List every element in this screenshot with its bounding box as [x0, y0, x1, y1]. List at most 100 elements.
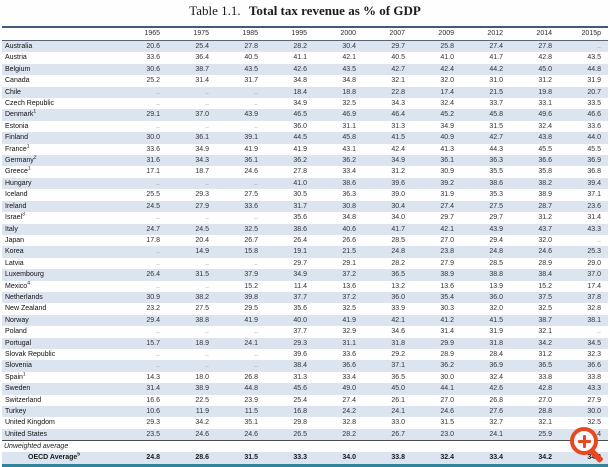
- unweighted-average-row: Unweighted average: [2, 440, 608, 453]
- value-cell: 43.7: [538, 225, 552, 233]
- value-cell: 33.1: [538, 100, 552, 108]
- value-cell: 29.7: [391, 43, 405, 50]
- country-label: Luxembourg: [5, 271, 44, 279]
- value-cell: 43.3: [587, 385, 601, 393]
- value-cell: 36.3: [342, 191, 356, 199]
- value-cell: 38.9: [440, 271, 454, 279]
- country-label: Iceland: [5, 191, 28, 199]
- table-row: Switzerland 16.6 22.5 23.9 25.4 27.4 26.1 27.0 2…: [2, 395, 608, 406]
- value-cell: 32.5: [244, 225, 258, 233]
- value-cell: 34.0: [314, 452, 363, 467]
- value-cell: ..: [205, 214, 209, 222]
- value-cell: 28.7: [538, 202, 552, 210]
- year-column-header: 1975: [167, 27, 216, 41]
- year-column-header: 2014: [510, 27, 559, 41]
- value-cell: 31.3: [293, 373, 307, 381]
- value-cell: ..: [205, 328, 209, 336]
- value-cell: ..: [156, 328, 160, 336]
- value-cell: 13.6: [440, 282, 454, 290]
- year-column-header: 1995: [265, 27, 314, 41]
- value-cell: 33.6: [244, 202, 258, 210]
- value-cell: 42.4: [391, 145, 405, 153]
- value-cell: 21.5: [489, 88, 503, 96]
- value-cell: 44.8: [244, 385, 258, 393]
- value-cell: 42.6: [293, 65, 307, 73]
- value-cell: 24.6: [440, 408, 454, 415]
- value-cell: 29.8: [293, 419, 307, 427]
- table-row: Germany2 31.6 34.3 36.1 36.2 36.2 34.9 36.1 36.3…: [2, 155, 608, 167]
- table-row: Norway 29.4 38.8 41.9 40.0 41.9 42.1 41.2 41.5 38…: [2, 314, 608, 327]
- value-cell: ..: [205, 350, 209, 358]
- value-cell: 36.1: [195, 134, 209, 142]
- value-cell: 34.6: [391, 328, 405, 336]
- value-cell: 24.1: [244, 339, 258, 347]
- country-label: Slovak Republic: [5, 350, 56, 358]
- value-cell: 31.9: [587, 77, 601, 85]
- value-cell: 37.8: [587, 293, 601, 301]
- value-cell: 16.6: [146, 396, 160, 404]
- value-cell: 34.8: [342, 214, 356, 222]
- value-cell: 33.8: [538, 373, 552, 381]
- table-row: Greece1 17.1 18.7 24.6 27.8 33.4 31.2 30.9 35.5 3…: [2, 166, 608, 177]
- value-cell: 46.6: [587, 111, 601, 119]
- value-cell: 34.3: [391, 100, 405, 108]
- value-cell: 41.5: [391, 134, 405, 142]
- value-cell: 29.7: [489, 214, 503, 222]
- value-cell: 26.7: [391, 430, 405, 438]
- table-title: Table 1.1. Total tax revenue as % of GDP: [0, 0, 610, 24]
- value-cell: 45.8: [342, 134, 356, 142]
- value-cell: 27.5: [195, 305, 209, 313]
- value-cell: 31.4: [587, 214, 601, 222]
- value-cell: 32.5: [342, 100, 356, 108]
- value-cell: 35.6: [293, 305, 307, 313]
- value-cell: 29.0: [587, 259, 601, 267]
- year-column-header: 2000: [314, 27, 363, 41]
- value-cell: 33.6: [146, 145, 160, 153]
- table-row: France1 33.6 34.9 41.9 41.9 43.1 42.4 41.3 44.3 4…: [2, 144, 608, 155]
- value-cell: 27.9: [440, 259, 454, 267]
- value-cell: 33.8: [587, 373, 601, 381]
- value-cell: 18.0: [195, 373, 209, 381]
- value-cell: 11.4: [293, 282, 307, 290]
- table-row: Canada 25.2 31.4 31.7 34.8 34.8 32.1 32.0 31.0 31…: [2, 75, 608, 86]
- country-label: Mexico4: [5, 280, 30, 290]
- value-cell: 38.6: [342, 179, 356, 187]
- value-cell: 35.4: [440, 293, 454, 301]
- value-cell: 30.3: [440, 305, 454, 313]
- table-row: United States 23.5 24.6 24.6 26.5 28.2 26.7 23.…: [2, 428, 608, 441]
- value-cell: 31.4: [440, 328, 454, 336]
- value-cell: 46.4: [391, 111, 405, 119]
- table-row: Spain1 14.3 18.0 26.8 31.3 33.4 36.5 30.0 32.4 33…: [2, 372, 608, 383]
- value-cell: 33.8: [363, 452, 412, 467]
- value-cell: ..: [156, 248, 160, 256]
- value-cell: 36.0: [489, 293, 503, 301]
- year-column-header: 2015p: [559, 27, 608, 41]
- value-cell: 32.4: [489, 373, 503, 381]
- value-cell: 43.9: [489, 225, 503, 233]
- value-cell: 38.2: [538, 179, 552, 187]
- zoom-in-icon[interactable]: [569, 426, 607, 464]
- value-cell: 15.2: [244, 282, 258, 290]
- value-cell: 32.9: [342, 328, 356, 336]
- value-cell: 10.6: [146, 408, 160, 415]
- country-label: Italy: [5, 225, 18, 233]
- value-cell: 31.9: [440, 191, 454, 199]
- value-cell: 42.8: [538, 385, 552, 393]
- value-cell: 39.2: [440, 179, 454, 187]
- value-cell: 37.2: [342, 271, 356, 279]
- country-label: Sweden: [5, 385, 31, 393]
- value-cell: 41.9: [342, 316, 356, 324]
- table-row: Hungary...... 41.0 38.6 39.6 39.2 38.6 38.2 39.…: [2, 177, 608, 190]
- value-cell: 24.5: [146, 202, 160, 210]
- value-cell: 32.5: [342, 305, 356, 313]
- country-label: Turkey: [5, 408, 27, 415]
- value-cell: 32.4: [412, 452, 461, 467]
- value-cell: 30.4: [391, 202, 405, 210]
- table-row: Ireland 24.5 27.9 33.6 31.7 30.8 30.4 27.4 27.5 2…: [2, 200, 608, 213]
- country-label: Slovenia: [5, 362, 32, 370]
- value-cell: 37.1: [391, 362, 405, 370]
- value-cell: ..: [597, 328, 601, 336]
- value-cell: 26.6: [342, 236, 356, 244]
- value-cell: 24.7: [146, 225, 160, 233]
- value-cell: 38.8: [195, 316, 209, 324]
